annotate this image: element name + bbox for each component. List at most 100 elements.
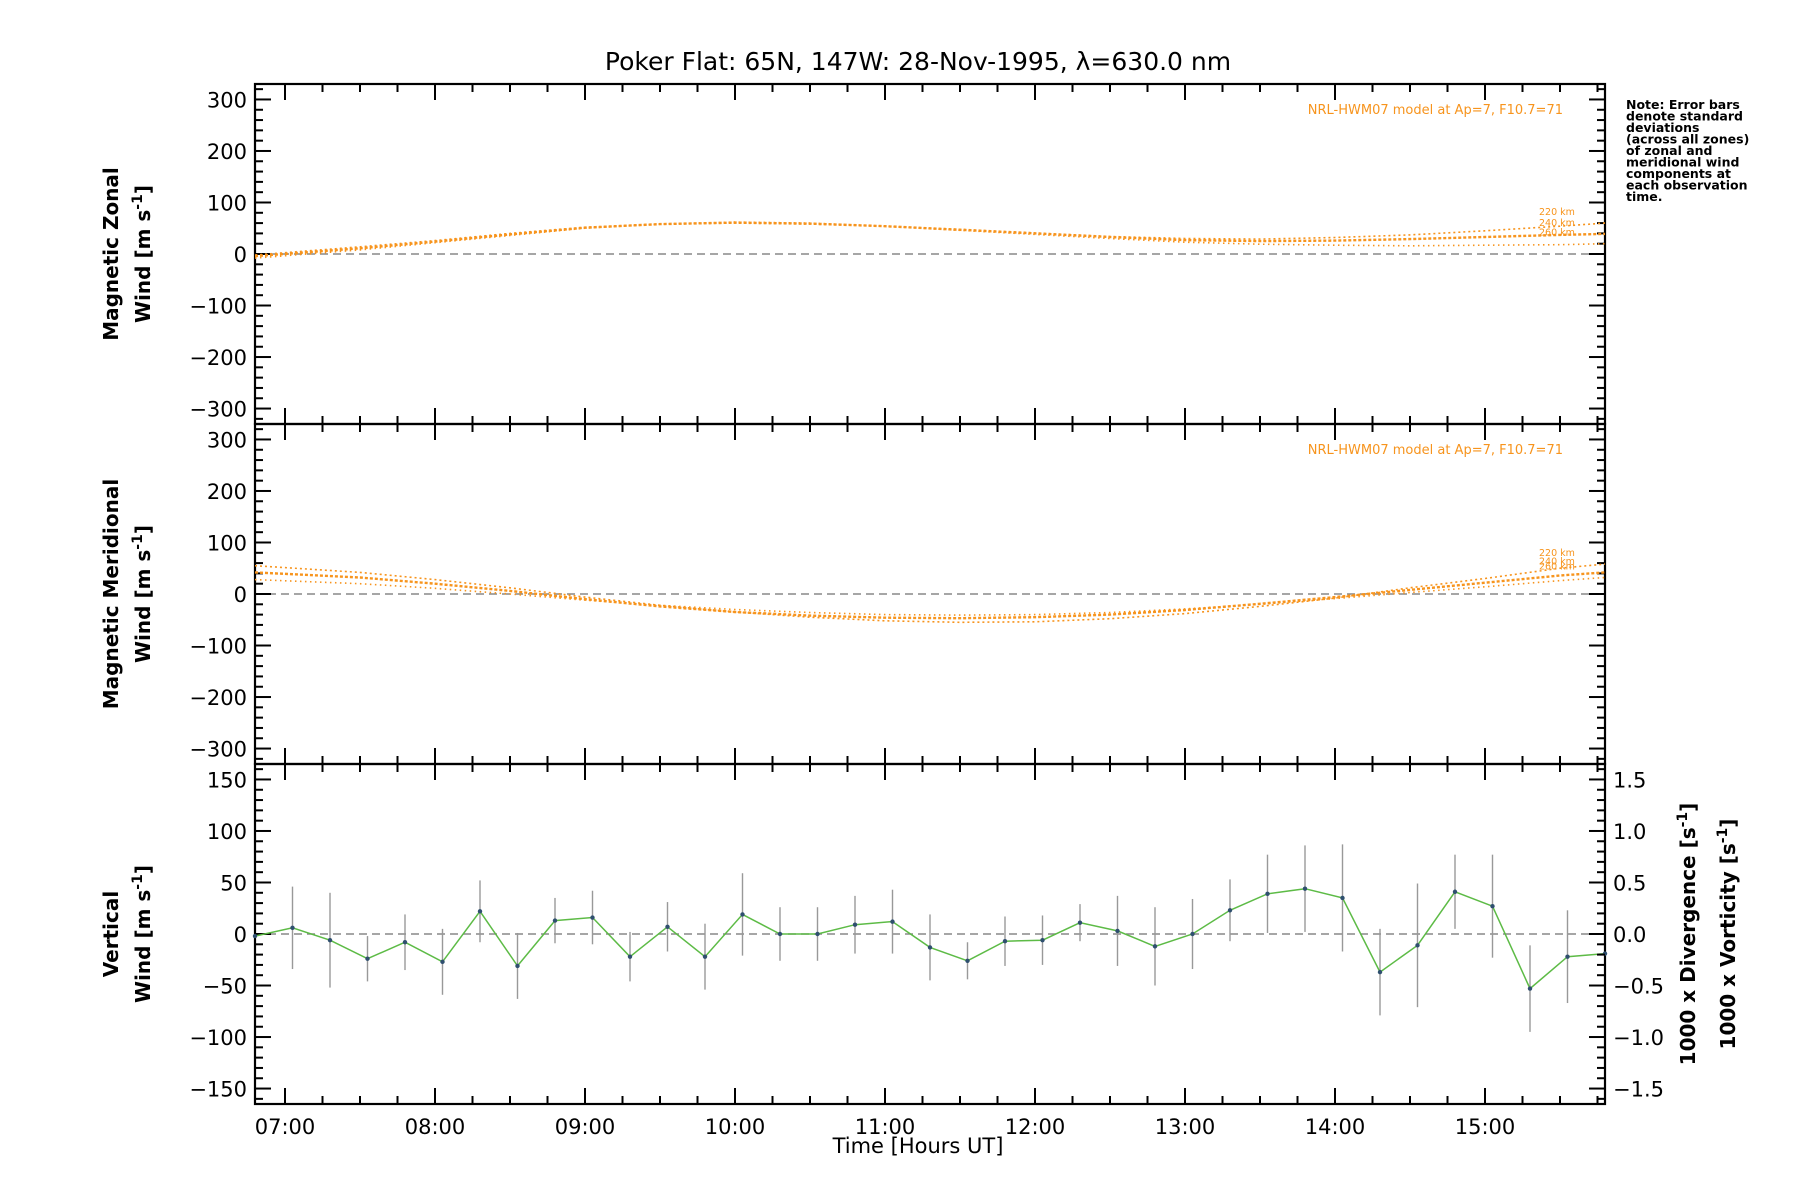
vertical-wind-point <box>477 909 483 914</box>
y2-tick-label: 1.5 <box>1613 768 1646 792</box>
y-tick-label: 200 <box>207 480 247 504</box>
vertical-wind-point <box>1227 908 1233 913</box>
vertical-wind-point <box>440 959 445 965</box>
vertical-wind-point <box>1115 928 1120 934</box>
vertical-wind-point <box>1302 886 1308 891</box>
vertical-wind-point <box>815 931 820 937</box>
y-tick-label: −200 <box>189 346 247 370</box>
chart-title: Poker Flat: 65N, 147W: 28-Nov-1995, λ=63… <box>605 47 1231 76</box>
y-tick-label: 0 <box>234 583 247 607</box>
note-line: denote standard <box>1626 109 1743 124</box>
vertical-wind-point <box>1490 903 1495 909</box>
y2-tick-label: −1.0 <box>1613 1026 1664 1050</box>
altitude-label: 220 km <box>1539 207 1575 218</box>
altitude-label: 260 km <box>1539 562 1575 573</box>
vertical-wind-point <box>627 954 633 959</box>
y-tick-label: 300 <box>207 428 247 452</box>
vertical-wind-point <box>590 915 595 920</box>
x-tick-label: 14:00 <box>1305 1115 1366 1139</box>
panel-zonal: 300 200 100 0 −100 −200 −300 Magnetic Zonal Wind… <box>99 82 1607 426</box>
vertical-wind-point <box>402 940 408 945</box>
vertical-wind-point <box>1002 939 1008 944</box>
vertical-wind-point <box>702 954 708 959</box>
note-line: Note: Error bars <box>1626 97 1740 112</box>
y-tick-label: 300 <box>207 88 247 112</box>
y-tick-label: 100 <box>207 191 247 215</box>
x-tick-label: 10:00 <box>705 1115 766 1139</box>
y2-tick-label: −1.5 <box>1613 1078 1664 1102</box>
model-label: NRL-HWM07 model at Ap=7, F10.7=71 <box>1308 443 1563 458</box>
vertical-wind-point <box>890 919 895 924</box>
panel-vertical: 150 100 50 0 −50 −100 −150 Vertical Wind [m s-1]… <box>99 762 1740 1139</box>
vertical-wind-point <box>1452 889 1458 894</box>
model-curve-220km <box>254 563 1606 624</box>
vertical-wind-point <box>927 945 933 950</box>
y-tick-label: −150 <box>189 1078 247 1102</box>
altitude-label: 220 km <box>1539 548 1575 559</box>
vertical-wind-point <box>327 937 333 943</box>
vertical-wind-point <box>515 963 520 969</box>
vertical-wind-point <box>665 924 670 929</box>
vertical-wind-point <box>1565 954 1570 959</box>
y-axis-label-line2: Wind [m s-1] <box>130 525 155 663</box>
altitude-label: 240 km <box>1539 556 1575 567</box>
vertical-wind-point <box>852 922 858 927</box>
y-tick-label: −100 <box>189 635 247 659</box>
vertical-wind-point <box>290 925 295 931</box>
x-tick-label: 15:00 <box>1455 1115 1516 1139</box>
vertical-wind-point <box>1077 920 1083 925</box>
y-tick-label: −100 <box>189 1026 247 1050</box>
x-tick-label: 12:00 <box>1005 1115 1066 1139</box>
y2-label-divergence: 1000 x Divergence [s-1] <box>1675 803 1700 1066</box>
altitude-label: 240 km <box>1539 218 1575 229</box>
vertical-wind-point <box>1190 931 1195 937</box>
y-tick-label: 0 <box>234 243 247 267</box>
panel-meridional: 300 200 100 0 −100 −200 −300 Magnetic Meridiona… <box>99 422 1607 766</box>
vertical-wind-point <box>740 912 745 917</box>
y2-tick-label: 1.0 <box>1613 820 1646 844</box>
y2-tick-label: 0.0 <box>1613 923 1646 947</box>
y-tick-label: −300 <box>189 398 247 422</box>
y-axis-label-line1: Vertical <box>99 891 123 977</box>
x-tick-label: 09:00 <box>555 1115 616 1139</box>
y-tick-label: 50 <box>220 871 247 895</box>
y-axis-label-line1: Magnetic Meridional <box>99 479 123 709</box>
y-tick-label: 100 <box>207 820 247 844</box>
y-tick-label: −100 <box>189 295 247 319</box>
vertical-wind-point <box>1152 944 1158 949</box>
model-curve-260km <box>254 576 1606 616</box>
y-tick-label: −300 <box>189 738 247 762</box>
vertical-wind-point <box>552 918 558 923</box>
panels-group: 300 200 100 0 −100 −200 −300 Magnetic Zonal Wind… <box>99 82 1740 1139</box>
note-line: meridional wind <box>1626 155 1739 170</box>
y-axis-label-line2: Wind [m s-1] <box>130 185 155 323</box>
model-curve-240km <box>254 571 1606 620</box>
note-line: deviations <box>1626 120 1699 135</box>
vertical-wind-point <box>965 958 970 963</box>
y-tick-label: −200 <box>189 686 247 710</box>
vertical-wind-point <box>1377 969 1383 975</box>
note-line: components at <box>1626 166 1731 181</box>
x-tick-label: 08:00 <box>405 1115 466 1139</box>
note-line: (across all zones) <box>1626 132 1749 147</box>
vertical-wind-point <box>1415 943 1420 948</box>
vertical-wind-point <box>1527 986 1533 991</box>
y2-label-vorticity: 1000 x Vorticity [s-1] <box>1715 819 1740 1050</box>
altitude-label: 260 km <box>1539 228 1575 239</box>
y-tick-label: 0 <box>234 923 247 947</box>
vertical-wind-point <box>1040 937 1045 943</box>
y-tick-label: 200 <box>207 140 247 164</box>
note-line: each observation <box>1626 178 1748 193</box>
y-axis-label-line1: Magnetic Zonal <box>99 167 123 341</box>
model-curve-240km <box>254 221 1606 258</box>
vertical-wind-point <box>1265 891 1270 897</box>
y-axis-label-line2: Wind [m s-1] <box>130 865 155 1003</box>
y2-tick-label: 0.5 <box>1613 871 1646 895</box>
note-line: of zonal and <box>1626 143 1713 158</box>
model-label: NRL-HWM07 model at Ap=7, F10.7=71 <box>1308 103 1563 118</box>
y-tick-label: −50 <box>203 975 247 999</box>
note-line: time. <box>1626 189 1663 204</box>
vertical-wind-point <box>365 956 370 961</box>
